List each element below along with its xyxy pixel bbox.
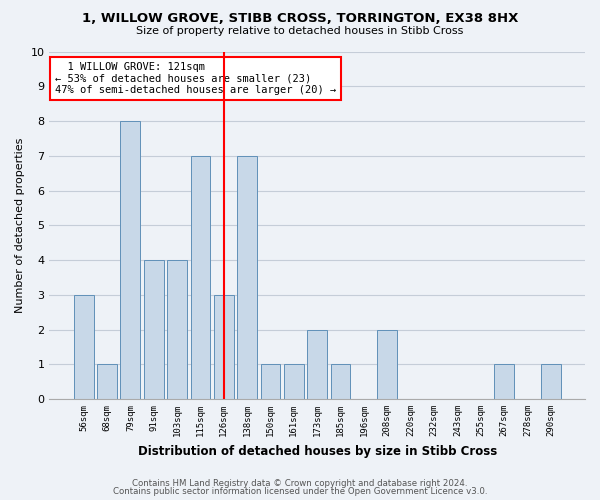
Y-axis label: Number of detached properties: Number of detached properties (15, 138, 25, 313)
Bar (260, 364, 280, 399)
X-axis label: Distribution of detached houses by size in Stibb Cross: Distribution of detached houses by size … (137, 444, 497, 458)
Bar (191, 156, 211, 399)
Text: 1 WILLOW GROVE: 121sqm
← 53% of detached houses are smaller (23)
47% of semi-det: 1 WILLOW GROVE: 121sqm ← 53% of detached… (55, 62, 336, 95)
Bar (237, 156, 257, 399)
Bar (144, 260, 164, 399)
Bar (214, 295, 234, 399)
Bar (377, 330, 397, 399)
Bar (494, 364, 514, 399)
Bar (121, 121, 140, 399)
Bar (74, 295, 94, 399)
Text: Size of property relative to detached houses in Stibb Cross: Size of property relative to detached ho… (136, 26, 464, 36)
Bar (331, 364, 350, 399)
Text: Contains HM Land Registry data © Crown copyright and database right 2024.: Contains HM Land Registry data © Crown c… (132, 478, 468, 488)
Text: Contains public sector information licensed under the Open Government Licence v3: Contains public sector information licen… (113, 487, 487, 496)
Bar (167, 260, 187, 399)
Bar (307, 330, 327, 399)
Bar (284, 364, 304, 399)
Text: 1, WILLOW GROVE, STIBB CROSS, TORRINGTON, EX38 8HX: 1, WILLOW GROVE, STIBB CROSS, TORRINGTON… (82, 12, 518, 26)
Bar (541, 364, 560, 399)
Bar (97, 364, 117, 399)
